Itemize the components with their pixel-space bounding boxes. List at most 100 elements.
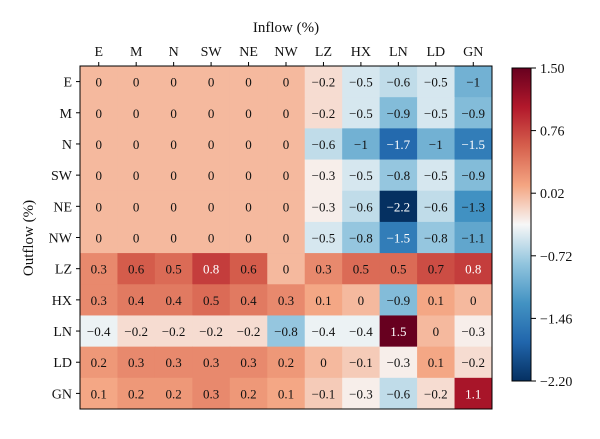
cell-value-label: −1.5 xyxy=(387,231,411,246)
cell-value-label: 1.5 xyxy=(390,324,406,339)
cell-value-label: −0.4 xyxy=(87,324,111,339)
cell-value-label: 0.7 xyxy=(428,262,445,277)
colorbar xyxy=(511,67,532,382)
x-tick-label: E xyxy=(94,45,103,60)
heatmap-cell xyxy=(304,128,343,161)
cell-value-label: −0.2 xyxy=(162,324,186,339)
x-tick-label: M xyxy=(130,45,143,60)
heatmap-cell xyxy=(342,346,381,379)
heatmap-cell xyxy=(379,221,418,254)
cell-value-label: −0.5 xyxy=(424,75,448,90)
cell-value-label: 0.2 xyxy=(166,386,182,401)
heatmap-cell xyxy=(304,66,343,98)
cell-value-label: 0.1 xyxy=(428,355,444,370)
cell-value-label: 0 xyxy=(245,199,252,214)
heatmap-cell xyxy=(117,377,156,410)
cell-value-label: 0.3 xyxy=(315,262,331,277)
y-tick-label: N xyxy=(62,138,72,153)
heatmap-cell xyxy=(454,253,493,285)
heatmap-cell xyxy=(304,377,343,410)
cell-value-label: −0.8 xyxy=(387,168,411,183)
heatmap-cell xyxy=(80,315,118,348)
heatmap-cell xyxy=(454,97,493,129)
heatmap-cell xyxy=(417,377,456,410)
cell-value-label: 0 xyxy=(95,168,102,183)
heatmap-cell xyxy=(417,346,456,379)
cell-value-label: 0.4 xyxy=(240,293,257,308)
heatmap-cell xyxy=(267,221,306,254)
y-axis-ticks: E M N SW NE NW LZ HX LN LD GN xyxy=(49,76,80,402)
cell-value-label: 0.5 xyxy=(166,262,182,277)
heatmap-cell xyxy=(229,221,268,254)
cell-value-label: −0.9 xyxy=(461,168,485,183)
x-tick-label: LN xyxy=(389,45,408,60)
heatmap-cell xyxy=(192,221,231,254)
cell-value-label: 0 xyxy=(358,293,365,308)
x-axis-ticks: E M N SW NE NW LZ HX LN LD GN xyxy=(94,45,483,66)
cell-value-label: 0 xyxy=(245,106,252,121)
y-tick-label: NE xyxy=(53,200,72,215)
colorbar-tick-label: 0.76 xyxy=(540,125,565,140)
heatmap-cell xyxy=(117,253,156,285)
heatmap-cell xyxy=(379,128,418,161)
heatmap-cell xyxy=(117,284,156,316)
colorbar-ticks: 1.50 0.76 0.02 −0.72 −1.46 −2.20 xyxy=(531,62,572,390)
heatmap-cell xyxy=(267,346,306,379)
heatmap-cell xyxy=(379,346,418,379)
x-tick-label: LD xyxy=(426,45,445,60)
heatmap-cell xyxy=(379,377,418,410)
colorbar-tick-label: 0.02 xyxy=(540,187,565,202)
cell-value-label: 0.2 xyxy=(240,386,256,401)
heatmap-cells xyxy=(80,66,493,410)
cell-value-label: −0.6 xyxy=(349,199,373,214)
heatmap-cell-labels: 0 0 0 0 0 0 −0.2 −0.5 −0.6 −0.5 −1 0 0 0 0 0 0 −0.2 −0.5 −0… xyxy=(87,75,485,402)
y-tick-label: NW xyxy=(49,232,73,247)
heatmap-cell xyxy=(229,97,268,129)
x-tick-label: NE xyxy=(239,45,258,60)
cell-value-label: 0 xyxy=(170,168,177,183)
cell-value-label: 0 xyxy=(133,137,140,152)
heatmap-cell xyxy=(417,315,456,348)
cell-value-label: 0 xyxy=(208,106,215,121)
heatmap-cell xyxy=(417,284,456,316)
heatmap-cell xyxy=(342,159,381,192)
heatmap-cell xyxy=(80,284,118,316)
cell-value-label: −0.2 xyxy=(461,355,485,370)
cell-value-label: −0.6 xyxy=(312,137,336,152)
heatmap-cell xyxy=(379,159,418,192)
x-tick-label: N xyxy=(169,45,179,60)
cell-value-label: 1.1 xyxy=(465,386,481,401)
heatmap-cell xyxy=(454,190,493,223)
cell-value-label: 0.3 xyxy=(128,355,144,370)
cell-value-label: 0 xyxy=(133,199,140,214)
y-tick-label: M xyxy=(60,107,73,122)
heatmap-cell xyxy=(154,128,193,161)
cell-value-label: 0 xyxy=(433,324,440,339)
cell-value-label: −0.1 xyxy=(312,386,336,401)
cell-value-label: 0.3 xyxy=(166,355,182,370)
heatmap-cell xyxy=(154,253,193,285)
cell-value-label: 0 xyxy=(283,137,290,152)
y-tick-label: SW xyxy=(51,169,73,184)
cell-value-label: 0 xyxy=(170,106,177,121)
cell-value-label: −1.5 xyxy=(461,137,485,152)
cell-value-label: 0 xyxy=(283,106,290,121)
heatmap-cell xyxy=(154,159,193,192)
heatmap-cell xyxy=(304,253,343,285)
heatmap-cell xyxy=(117,128,156,161)
heatmap-cell xyxy=(342,315,381,348)
heatmap-cell xyxy=(80,190,118,223)
heatmap-cell xyxy=(304,221,343,254)
heatmap-cell xyxy=(192,97,231,129)
heatmap-cell xyxy=(454,377,493,410)
heatmap-cell xyxy=(154,221,193,254)
cell-value-label: 0.2 xyxy=(91,355,107,370)
cell-value-label: −0.9 xyxy=(387,293,411,308)
cell-value-label: −1.7 xyxy=(387,137,411,152)
cell-value-label: −0.4 xyxy=(349,324,373,339)
y-tick-label: HX xyxy=(52,294,72,309)
heatmap-cell xyxy=(342,97,381,129)
cell-value-label: 0 xyxy=(283,168,290,183)
cell-value-label: 0.1 xyxy=(315,293,331,308)
